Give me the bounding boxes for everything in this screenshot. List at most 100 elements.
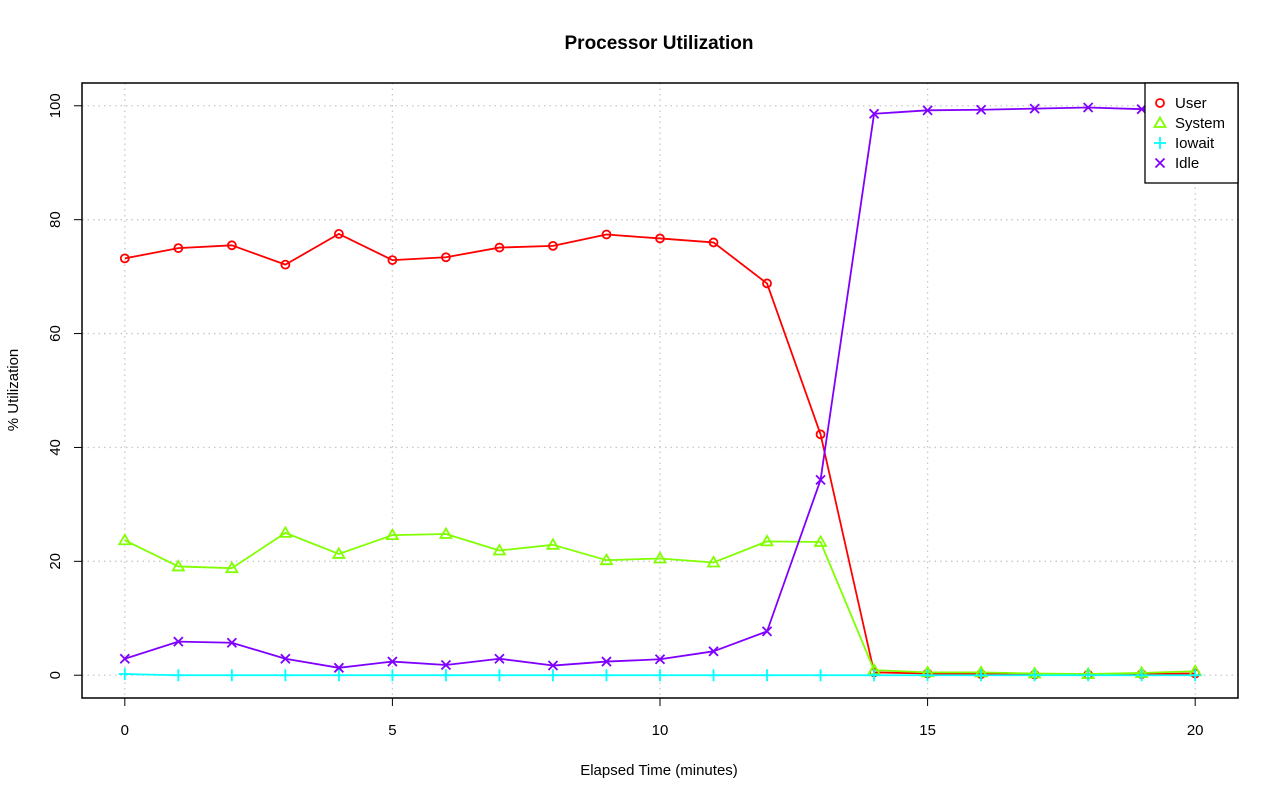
data-point-system [492,543,507,556]
data-point-user [655,233,665,244]
data-point-idle [1083,102,1094,113]
data-point-iowait [1189,669,1202,682]
x-tick-label: 20 [1187,722,1204,739]
data-point-idle [440,659,452,671]
data-point-user [173,243,184,254]
data-point-iowait [279,669,292,682]
series-line-system [124,531,1196,675]
legend-item-iowait: Iowait [1154,135,1215,152]
data-point-iowait [761,669,774,682]
y-tick-label: 60 [47,325,64,342]
y-tick-label: 40 [47,439,64,456]
legend: User System Iowait Idle [1144,82,1239,184]
y-tick-label: 80 [47,211,64,228]
data-point-idle [494,653,505,664]
data-point-iowait [868,669,881,682]
data-point-iowait [1028,669,1041,682]
legend-marker-iowait [1154,137,1166,149]
data-point-iowait [546,669,559,682]
data-point-idle [119,653,130,664]
series-system [117,525,1203,679]
data-point-idle [868,108,880,119]
data-point-iowait [332,669,345,682]
data-point-idle [654,654,666,665]
data-point-iowait [921,669,934,682]
legend-label-user: User [1175,95,1207,112]
data-point-user [494,242,505,253]
y-tick-label: 100 [47,93,64,118]
series-line-user [124,233,1196,676]
data-point-user [815,429,826,440]
data-point-iowait [118,668,131,681]
data-point-user [708,237,719,248]
data-point-user [762,278,772,289]
y-axis-label: % Utilization [5,349,22,432]
data-point-system [331,546,346,559]
legend-item-user: User [1155,95,1207,112]
x-tick-label: 10 [652,722,669,739]
y-tick-label: 20 [47,553,64,570]
x-tick-label: 15 [919,722,936,739]
data-point-iowait [172,669,185,682]
legend-marker-system [1152,115,1168,128]
data-point-idle [761,626,773,637]
series-iowait [118,668,1202,682]
data-point-idle [333,662,345,673]
data-point-system [813,534,828,547]
legend-item-idle: Idle [1154,155,1199,172]
data-point-idle [173,636,184,647]
data-point-system [706,555,721,568]
x-tick-label: 5 [388,722,396,739]
data-point-user [226,240,237,251]
data-point-idle [547,660,559,671]
data-point-system [545,537,561,550]
data-point-idle [922,105,933,116]
data-point-system [224,560,239,574]
y-tick-label: 0 [47,671,64,679]
data-point-iowait [1082,669,1095,682]
series-layer [117,102,1203,682]
legend-marker-user [1155,98,1165,108]
data-point-system [278,525,293,538]
grid [82,83,1238,698]
legend-label-system: System [1175,115,1225,132]
data-point-user [333,229,344,239]
x-axis: 0 5 10 15 20 [121,697,1204,739]
x-axis-label: Elapsed Time (minutes) [580,762,738,779]
x-tick-label: 0 [121,722,129,739]
data-point-idle [815,474,826,486]
data-point-system [599,552,614,566]
data-point-iowait [493,669,506,682]
chart-title: Processor Utilization [565,33,754,54]
data-point-user [548,240,558,251]
data-point-user [387,255,398,265]
data-point-idle [975,104,987,115]
data-point-iowait [225,669,238,682]
data-point-iowait [707,669,720,682]
legend-item-system: System [1152,115,1225,132]
data-point-iowait [654,669,666,682]
data-point-system [438,526,453,539]
data-point-user [119,253,130,264]
data-point-idle [280,653,291,664]
data-point-system [385,527,400,541]
data-point-idle [708,646,719,657]
data-point-iowait [1135,669,1148,682]
legend-label-idle: Idle [1175,155,1199,172]
data-point-iowait [814,669,827,682]
data-point-system [652,551,668,564]
data-point-iowait [439,669,452,682]
data-point-idle [601,656,612,667]
series-idle [119,102,1201,673]
data-point-user [441,252,451,263]
legend-label-iowait: Iowait [1175,135,1215,152]
data-point-system [759,534,775,547]
data-point-iowait [975,669,988,682]
data-point-user [601,229,612,240]
data-point-idle [387,656,398,667]
data-point-iowait [600,669,613,682]
data-point-iowait [386,669,399,682]
legend-marker-idle [1154,157,1166,169]
data-point-idle [226,637,237,648]
